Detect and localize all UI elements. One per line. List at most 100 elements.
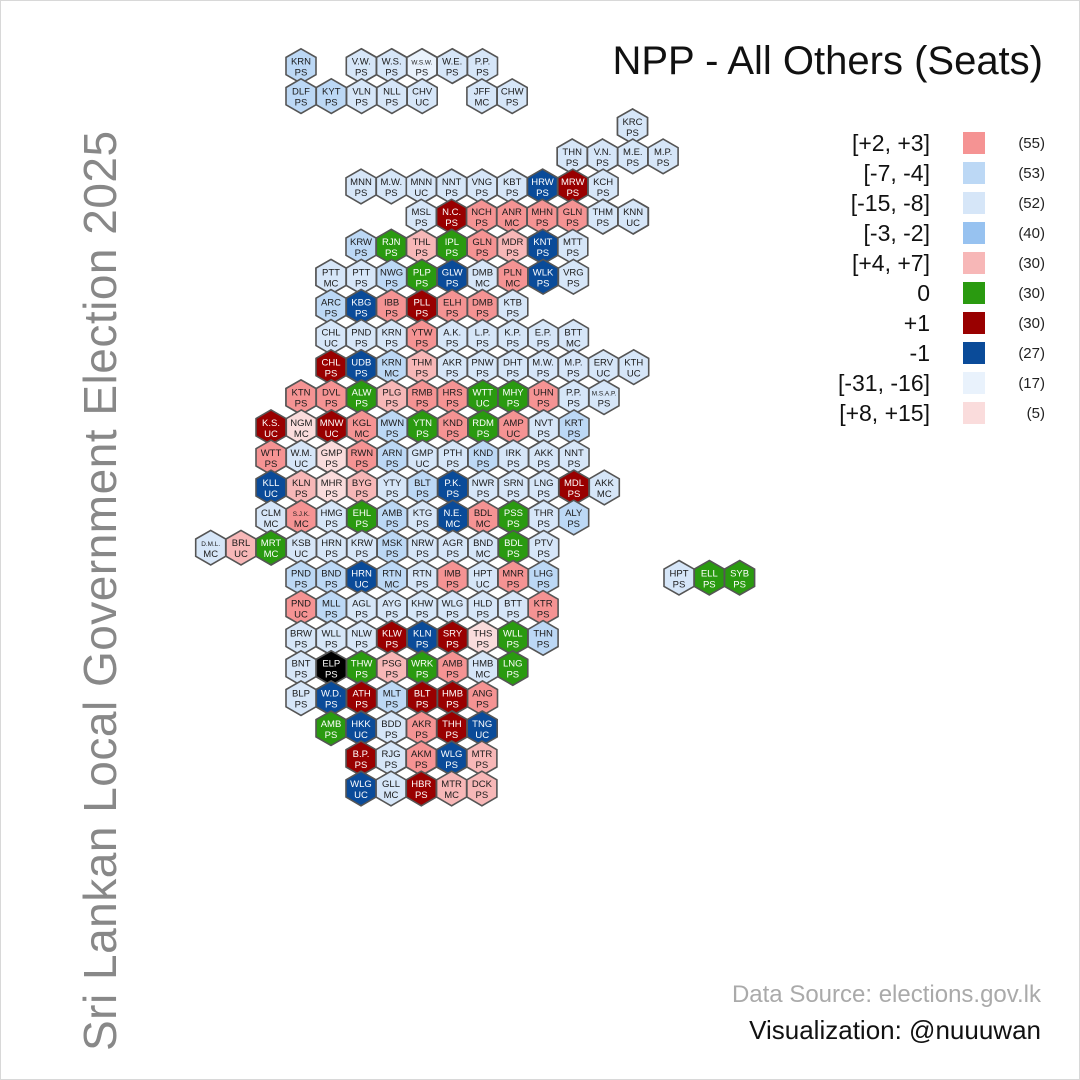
hex-type-label: UC: [354, 790, 368, 801]
legend-label: [-15, -8]: [850, 190, 930, 216]
hex-type-label: PS: [476, 248, 489, 259]
hex-code-label: RDM: [472, 418, 494, 429]
hex-type-label: PS: [476, 640, 489, 651]
hex-code-label: THW: [351, 659, 373, 670]
hex-type-label: PS: [295, 68, 308, 79]
hex-type-label: PS: [703, 579, 716, 590]
hex-type-label: PS: [386, 429, 399, 440]
hex-code-label: NLL: [383, 87, 400, 98]
hex-code-label: ERV: [594, 358, 614, 369]
hex-code-label: KTH: [624, 358, 643, 369]
legend-label: +1: [903, 310, 930, 336]
hex-type-label: PS: [325, 459, 338, 470]
hex-code-label: M.S.A.P.: [592, 391, 617, 398]
hex-type-label: PS: [566, 158, 579, 169]
hex-type-label: PS: [355, 188, 368, 199]
hex-type-label: PS: [506, 308, 519, 319]
hex-code-label: BND: [321, 568, 341, 579]
hex-type-label: PS: [476, 338, 489, 349]
hex-cell: [557, 258, 590, 296]
hex-type-label: PS: [537, 549, 550, 560]
hex-code-label: DMB: [472, 297, 493, 308]
legend-item: -1 (27): [805, 339, 1045, 369]
hex-code-label: KRN: [291, 57, 311, 68]
legend-label: [+4, +7]: [851, 250, 930, 276]
hex-code-label: HBR: [411, 779, 431, 790]
hex-cell: [723, 559, 756, 596]
hex-type-label: PS: [295, 670, 308, 681]
hex-type-label: PS: [325, 308, 338, 319]
legend-label: 0: [917, 280, 930, 306]
hex-type-label: PS: [568, 459, 581, 470]
hex-type-label: UC: [264, 489, 278, 500]
hex-code-label: ATH: [352, 689, 370, 700]
legend-label: [-7, -4]: [863, 160, 930, 186]
lg-area-hex: V.N.PS: [586, 138, 619, 175]
hex-type-label: PS: [446, 308, 459, 319]
hex-type-label: PS: [385, 338, 398, 349]
legend-item: [+8, +15] (5): [805, 399, 1045, 429]
hex-type-label: PS: [507, 549, 520, 560]
hex-code-label: UHN: [533, 388, 554, 399]
hex-type-label: PS: [415, 730, 428, 741]
hex-code-label: PSS: [504, 508, 523, 519]
hex-type-label: PS: [446, 338, 459, 349]
hex-type-label: MC: [264, 549, 279, 560]
hex-code-label: MWN: [380, 418, 404, 429]
legend-count: (52): [1018, 195, 1045, 212]
hex-code-label: HPT: [473, 568, 492, 579]
hex-code-label: A.K.: [443, 327, 461, 338]
hex-code-label: WLG: [442, 598, 464, 609]
legend-item: [+2, +3] (55): [805, 129, 1045, 159]
hex-type-label: PS: [567, 519, 580, 530]
legend-swatch: [963, 192, 985, 214]
hex-type-label: PS: [536, 188, 549, 199]
hex-type-label: PS: [385, 68, 398, 79]
hex-code-label: NWG: [380, 267, 403, 278]
hex-code-label: BNT: [292, 659, 311, 670]
hex-type-label: PS: [355, 399, 368, 410]
hex-code-label: AKR: [412, 719, 432, 730]
hex-code-label: AMB: [321, 719, 342, 730]
hex-code-label: HRN: [321, 538, 342, 549]
legend-count: (53): [1018, 165, 1045, 182]
hex-code-label: RMB: [412, 388, 433, 399]
hex-code-label: NWR: [472, 478, 495, 489]
hex-code-label: LNG: [503, 659, 523, 670]
hex-code-label: MNW: [320, 418, 344, 429]
hex-code-label: ALW: [352, 388, 372, 399]
hex-type-label: PS: [355, 609, 368, 620]
hex-code-label: ALY: [565, 508, 583, 519]
hex-type-label: PS: [476, 188, 489, 199]
hex-code-label: KRT: [565, 418, 584, 429]
hex-type-label: PS: [385, 278, 398, 289]
hex-type-label: MC: [475, 278, 490, 289]
hex-code-label: THH: [442, 719, 462, 730]
hex-type-label: PS: [385, 730, 398, 741]
hex-type-label: PS: [355, 338, 368, 349]
hex-type-label: PS: [446, 579, 459, 590]
hex-code-label: BLT: [414, 689, 431, 700]
hex-code-label: N.C.: [442, 207, 461, 218]
hex-code-label: NCH: [471, 207, 492, 218]
hex-type-label: PS: [386, 549, 399, 560]
hex-type-label: MC: [476, 519, 491, 530]
hex-type-label: PS: [325, 609, 338, 620]
hex-type-label: PS: [445, 188, 458, 199]
hex-type-label: UC: [475, 730, 489, 741]
hex-code-label: YTN: [413, 418, 432, 429]
hex-code-label: PND: [351, 327, 371, 338]
hex-type-label: PS: [265, 459, 278, 470]
lg-area-hex: W.E.PS: [436, 47, 469, 85]
legend-swatch: [963, 342, 985, 364]
